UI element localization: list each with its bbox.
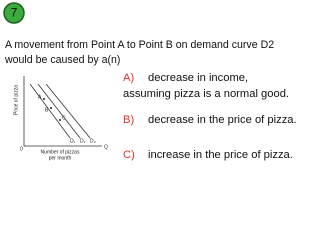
point-label: C: [62, 115, 66, 121]
demand-curve: [29, 83, 71, 139]
option-letter: A): [123, 72, 134, 84]
badge-circle: [3, 2, 25, 24]
x-axis-label: Number of pizzas: [41, 149, 80, 155]
question-line: A movement from Point A to Point B on de…: [5, 39, 274, 51]
demand-curve: [45, 83, 91, 139]
option-text: increase in the price of pizza.: [148, 149, 293, 161]
x-axis-label: per month: [49, 155, 72, 161]
demand-curve: [37, 83, 81, 139]
y-axis-label: Price of pizza: [13, 85, 19, 115]
demand-diagram: Price of pizza Number of pizzas per mont…: [13, 76, 108, 161]
origin-label: 0: [20, 146, 23, 152]
curve-label: D₂: [80, 138, 86, 144]
curve-label: D₁: [70, 138, 76, 144]
question-line: would be caused by a(n): [4, 54, 120, 66]
option-text: decrease in income,: [148, 72, 248, 84]
curve-label: D₃: [90, 138, 96, 144]
slide: 7 A movement from Point A to Point B on …: [3, 2, 297, 161]
option-letter: B): [123, 114, 134, 126]
point: [59, 119, 61, 121]
point: [50, 107, 52, 109]
option-text: decrease in the price of pizza.: [148, 114, 297, 126]
badge-number: 7: [11, 6, 18, 20]
point-label: A: [38, 94, 42, 100]
point: [43, 98, 45, 100]
x-end-label: Q: [104, 144, 108, 150]
point-label: B: [45, 107, 49, 113]
option-letter: C): [123, 149, 135, 161]
option-text: assuming pizza is a normal good.: [123, 88, 289, 100]
